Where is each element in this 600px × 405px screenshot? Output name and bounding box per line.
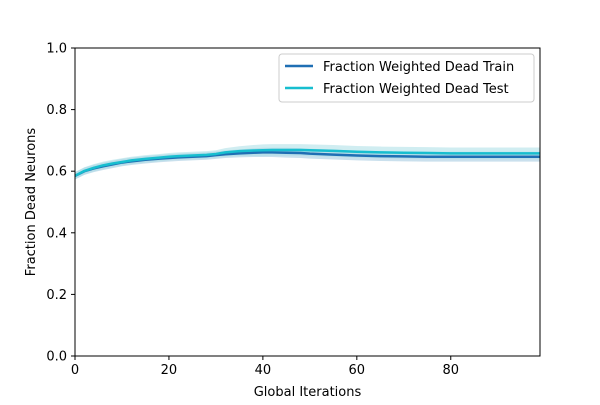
x-tick-label: 60 — [349, 363, 366, 378]
y-tick-label: 0.6 — [46, 165, 67, 180]
x-tick-label: 0 — [71, 363, 79, 378]
y-axis-label: Fraction Dead Neurons — [24, 128, 39, 277]
x-tick-label: 80 — [442, 363, 459, 378]
y-tick-label: 0.0 — [46, 350, 67, 365]
y-axis-ticks: 0.0 0.2 0.4 0.6 0.8 1.0 — [46, 42, 75, 365]
x-tick-label: 40 — [255, 363, 272, 378]
plot-frame — [74, 47, 541, 357]
legend-box — [278, 53, 535, 103]
legend-label-test: Fraction Weighted Dead Test — [323, 82, 509, 97]
x-axis-ticks: 0 20 40 60 80 — [71, 356, 459, 378]
x-tick-label: 20 — [161, 363, 178, 378]
y-tick-label: 0.8 — [46, 103, 67, 118]
y-tick-label: 0.2 — [46, 288, 67, 303]
legend-label-train: Fraction Weighted Dead Train — [323, 60, 514, 75]
x-axis-label: Global Iterations — [254, 385, 362, 400]
y-tick-label: 1.0 — [46, 42, 67, 57]
series-line-1 — [74, 148, 540, 177]
y-tick-label: 0.4 — [46, 226, 67, 241]
series-lines — [74, 148, 540, 177]
legend: Fraction Weighted Dead Train Fraction We… — [278, 53, 535, 103]
